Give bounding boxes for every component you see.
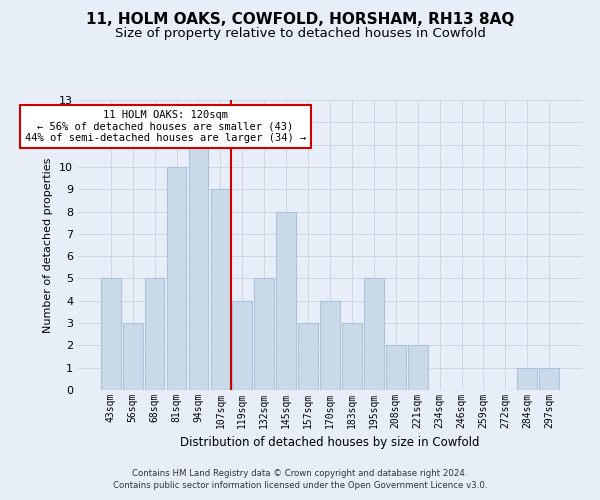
Y-axis label: Number of detached properties: Number of detached properties [43, 158, 53, 332]
Text: Size of property relative to detached houses in Cowfold: Size of property relative to detached ho… [115, 28, 485, 40]
Bar [145, 278, 164, 390]
Bar [188, 144, 208, 390]
Text: Contains HM Land Registry data © Crown copyright and database right 2024.
Contai: Contains HM Land Registry data © Crown c… [113, 468, 487, 490]
Bar [320, 301, 340, 390]
Bar [517, 368, 537, 390]
Text: 11 HOLM OAKS: 120sqm
← 56% of detached houses are smaller (43)
44% of semi-detac: 11 HOLM OAKS: 120sqm ← 56% of detached h… [25, 110, 306, 143]
Bar [386, 346, 406, 390]
Bar [167, 167, 187, 390]
Bar [298, 323, 318, 390]
Bar [539, 368, 559, 390]
Bar [123, 323, 143, 390]
Bar [254, 278, 274, 390]
X-axis label: Distribution of detached houses by size in Cowfold: Distribution of detached houses by size … [180, 436, 480, 450]
Bar [408, 346, 428, 390]
Bar [276, 212, 296, 390]
Bar [101, 278, 121, 390]
Bar [342, 323, 362, 390]
Bar [364, 278, 384, 390]
Bar [232, 301, 252, 390]
Bar [211, 189, 230, 390]
Text: 11, HOLM OAKS, COWFOLD, HORSHAM, RH13 8AQ: 11, HOLM OAKS, COWFOLD, HORSHAM, RH13 8A… [86, 12, 514, 28]
